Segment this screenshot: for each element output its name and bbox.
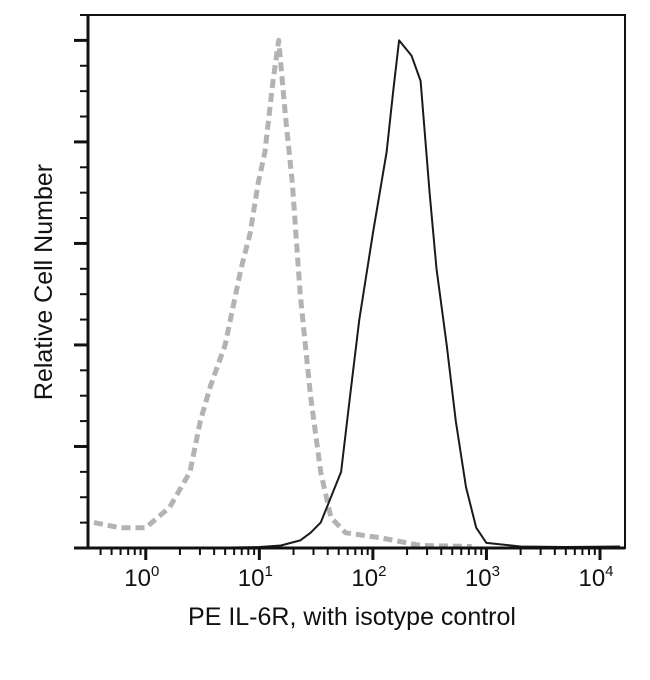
- x-tick-label: 101: [238, 563, 273, 592]
- tick-base: 10: [351, 565, 378, 592]
- x-tick-label: 104: [578, 563, 613, 592]
- x-axis-title: PE IL-6R, with isotype control: [188, 603, 516, 631]
- tick-exponent: 4: [605, 563, 613, 580]
- x-tick-labels: 100 101 102 103 104: [124, 563, 613, 592]
- x-ticks: [99, 548, 602, 560]
- tick-exponent: 1: [265, 563, 273, 580]
- tick-base: 10: [578, 565, 605, 592]
- series-layer: [93, 37, 621, 549]
- isotype-control-series: [93, 37, 472, 549]
- plot-frame: [87, 14, 626, 549]
- y-ticks: [74, 14, 88, 550]
- tick-exponent: 2: [378, 563, 386, 580]
- x-tick-label: 102: [351, 563, 386, 592]
- tick-base: 10: [124, 565, 151, 592]
- y-axis-title: Relative Cell Number: [30, 164, 58, 400]
- tick-base: 10: [465, 565, 492, 592]
- x-tick-label: 103: [465, 563, 500, 592]
- tick-exponent: 0: [151, 563, 159, 580]
- tick-exponent: 3: [492, 563, 500, 580]
- tick-base: 10: [238, 565, 265, 592]
- il6r-series: [94, 39, 621, 549]
- x-tick-label: 100: [124, 563, 159, 592]
